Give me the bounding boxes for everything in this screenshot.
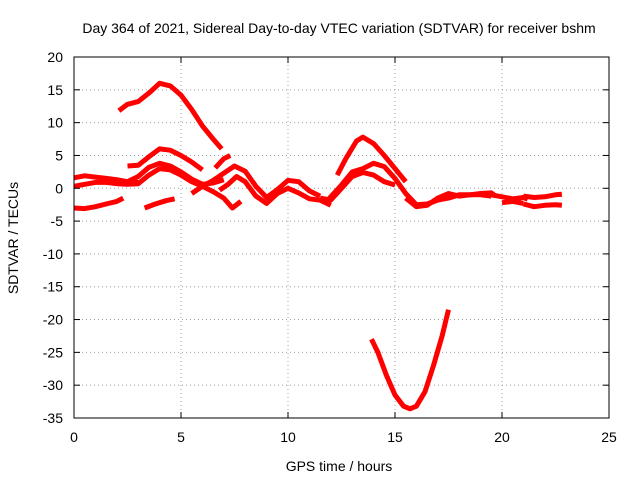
plot-frame (73, 56, 610, 419)
series-arc-late-a (404, 191, 492, 210)
y-tick-label: -30 (43, 377, 63, 393)
series-arc-small-hook (213, 153, 232, 170)
series-arc-peak-4 (324, 160, 498, 208)
y-tick-label: -20 (43, 312, 63, 328)
x-tick-label: 5 (177, 429, 185, 445)
x-tick-label: 20 (494, 429, 510, 445)
y-tick-label: 15 (47, 82, 63, 98)
series-arc-late-e (523, 191, 563, 200)
series-arc-mid-low (143, 196, 176, 211)
series-layer (73, 80, 563, 412)
series-arc-late-c (501, 198, 524, 206)
series-arc-early-low (73, 195, 125, 212)
series-arc-peak-6 (127, 146, 204, 172)
y-tick-label: 5 (55, 147, 63, 163)
y-tick-label: -35 (43, 410, 63, 426)
series-arc-peak-8 (334, 134, 408, 184)
x-axis-label: GPS time / hours (286, 458, 393, 474)
y-tick-label: -25 (43, 344, 63, 360)
series-arc-wavy-a (190, 163, 322, 200)
chart-title: Day 364 of 2021, Sidereal Day-to-day VTE… (82, 20, 595, 36)
series-arc-trough-33 (369, 309, 451, 412)
tick-layer: 0 5 10 15 20 25 20 15 10 5 0 -5 -10 -15 -20 -25 -30 -35 (43, 49, 617, 445)
x-tick-label: 10 (280, 429, 296, 445)
y-tick-label: -15 (43, 279, 63, 295)
y-tick-label: -5 (51, 213, 64, 229)
y-tick-label: -10 (43, 246, 63, 262)
series-arc-late-b (490, 192, 529, 202)
x-tick-label: 0 (70, 429, 78, 445)
series-arc-early-band-b (73, 166, 243, 211)
y-axis-label: SDTVAR / TECUs (5, 182, 21, 294)
plot-border (73, 56, 610, 419)
y-tick-label: 10 (47, 115, 63, 131)
y-tick-label: 0 (55, 180, 63, 196)
x-tick-label: 15 (387, 429, 403, 445)
series-arc-wavy-b (218, 174, 332, 208)
grid-layer (74, 57, 609, 418)
x-tick-label: 25 (601, 429, 617, 445)
y-tick-label: 20 (47, 49, 63, 65)
series-arc-peak-16 (117, 80, 224, 151)
series-arc-late-d (522, 201, 563, 210)
